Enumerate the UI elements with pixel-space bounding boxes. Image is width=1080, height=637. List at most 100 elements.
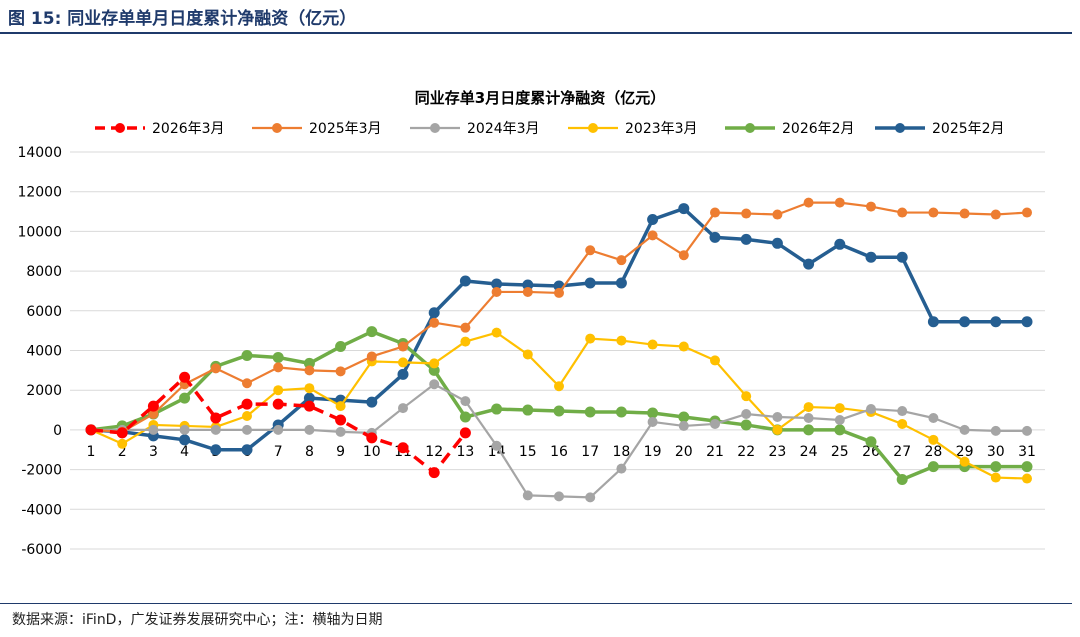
data-point (116, 427, 128, 439)
data-point (927, 316, 939, 328)
data-point (771, 237, 783, 249)
series-line (90, 201, 1028, 433)
data-point (959, 424, 970, 435)
legend-marker (588, 123, 598, 133)
data-point (834, 403, 845, 414)
data-point (678, 420, 689, 431)
y-tick-label: 6000 (26, 304, 62, 320)
x-tick-label: 30 (987, 444, 1005, 460)
data-point (335, 341, 347, 353)
data-point (491, 278, 503, 290)
data-point (366, 396, 378, 408)
data-point (179, 434, 191, 446)
data-point (242, 424, 252, 435)
y-tick-label: 14000 (17, 145, 62, 161)
data-point (741, 391, 752, 402)
data-point (928, 207, 939, 218)
data-point (241, 398, 253, 410)
data-point (678, 250, 689, 261)
data-point (304, 424, 315, 435)
data-point (335, 401, 346, 412)
legend-marker (745, 123, 755, 133)
data-point (865, 436, 877, 448)
data-point (1022, 425, 1032, 436)
y-tick-label: -2000 (21, 463, 62, 479)
data-point (553, 405, 565, 417)
x-tick-label: 17 (581, 444, 599, 460)
data-point (459, 411, 471, 423)
data-point (554, 381, 564, 392)
legend-label: 2024年3月 (467, 121, 540, 137)
data-point (148, 409, 159, 420)
data-point (459, 427, 471, 439)
data-point (803, 197, 814, 208)
data-point (303, 400, 315, 412)
data-point (865, 251, 877, 263)
legend-marker (272, 123, 282, 133)
data-point (397, 442, 409, 454)
data-point (273, 385, 284, 396)
data-point (398, 403, 408, 414)
data-point (273, 424, 284, 435)
legend-marker (430, 123, 440, 133)
y-tick-label: -4000 (21, 502, 62, 518)
y-tick-label: 10000 (17, 224, 62, 240)
x-tick-label: 18 (612, 444, 630, 460)
chart-title: 同业存单3月日度累计净融资（亿元） (415, 89, 665, 107)
data-point (647, 407, 659, 419)
data-point (990, 316, 1002, 328)
series-line (91, 383, 1027, 499)
data-point (147, 400, 159, 412)
data-point (491, 403, 503, 415)
data-point (897, 418, 908, 429)
y-tick-label: 0 (53, 423, 62, 439)
data-point (616, 463, 627, 474)
x-tick-label: 10 (363, 444, 381, 460)
data-point (366, 432, 378, 444)
x-tick-label: 25 (831, 444, 849, 460)
data-point (1021, 316, 1033, 328)
data-point (210, 444, 222, 456)
data-point (896, 251, 908, 263)
data-point (710, 355, 720, 366)
data-point (772, 424, 783, 435)
x-tick-label: 7 (274, 444, 283, 460)
legend-label: 2026年2月 (782, 121, 855, 137)
data-point (959, 208, 970, 219)
data-point (585, 333, 596, 344)
data-point (460, 336, 471, 347)
data-point (803, 402, 814, 413)
data-point (491, 440, 502, 451)
data-point (491, 327, 502, 338)
x-tick-label: 21 (706, 444, 724, 460)
data-point (896, 474, 908, 486)
data-point (303, 392, 315, 404)
data-point (647, 230, 658, 241)
y-tick-label: 8000 (26, 264, 62, 280)
legend-marker (115, 123, 125, 133)
data-point (491, 286, 502, 297)
data-point (678, 203, 690, 215)
data-point (428, 307, 440, 319)
data-point (585, 245, 596, 256)
data-point (928, 412, 939, 423)
data-point (522, 490, 533, 501)
x-tick-label: 20 (675, 444, 693, 460)
data-point (741, 208, 752, 219)
data-point (615, 277, 627, 289)
x-tick-label: 27 (893, 444, 911, 460)
data-point (335, 426, 346, 437)
legend-label: 2025年2月 (932, 121, 1005, 137)
x-tick-label: 15 (519, 444, 537, 460)
data-point (959, 316, 971, 328)
data-point (429, 379, 440, 390)
data-point (429, 358, 440, 369)
data-point (335, 414, 347, 426)
data-point (616, 255, 627, 266)
data-point (772, 209, 783, 220)
x-tick-label: 2 (118, 444, 127, 460)
data-point (179, 424, 190, 435)
data-point (772, 411, 783, 422)
